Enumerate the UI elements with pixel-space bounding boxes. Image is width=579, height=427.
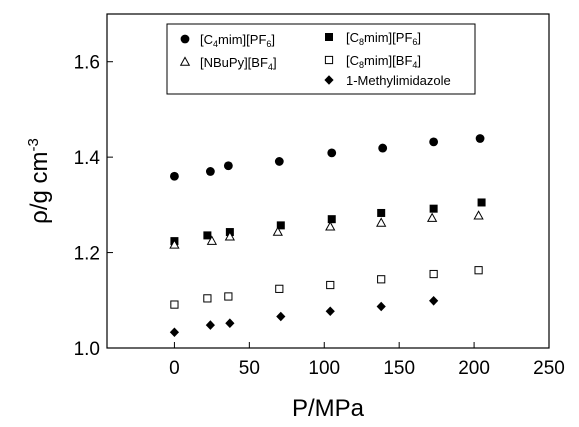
x-tick-label: 50 [239, 358, 260, 379]
data-point [205, 167, 215, 176]
data-point [429, 137, 439, 147]
data-point [326, 280, 335, 290]
legend-label: [C8mim][PF6] [346, 30, 421, 47]
legend-label-text: mim][BF [364, 53, 412, 68]
data-point [477, 198, 486, 207]
data-point [224, 292, 233, 301]
y-tick-label: 1.6 [74, 53, 100, 74]
data-point [474, 266, 483, 275]
legend-marker [179, 56, 191, 66]
data-point [274, 157, 284, 166]
x-tick-label: 0 [169, 358, 180, 379]
legend-marker [324, 55, 334, 65]
legend-label-text: ] [417, 53, 421, 68]
data-point [475, 134, 485, 143]
data-point [473, 210, 484, 220]
legend-label: 1-Methylimidazole [346, 73, 451, 88]
x-tick-label: 250 [533, 358, 565, 379]
legend-label: [C4mim][PF6] [200, 32, 275, 49]
legend-label-text: 1-Methylimidazole [346, 73, 451, 88]
legend: [C4mim][PF6] [C8mim][PF6][NBuPy][BF4] [C8m… [179, 30, 451, 88]
y-tick-label: 1.4 [74, 148, 101, 169]
legend-label-text: mim][PF [218, 32, 266, 47]
legend-box [166, 23, 476, 95]
data-point [206, 235, 218, 245]
x-axis-title: P/MPa [292, 395, 365, 422]
data-point [426, 212, 438, 222]
data-point [376, 217, 387, 227]
data-points [169, 134, 486, 338]
legend-label-text: [C [200, 32, 213, 47]
data-point [170, 171, 179, 181]
plot-frame [106, 13, 550, 349]
data-point [275, 284, 284, 293]
y-tick-label: 1.2 [74, 244, 100, 265]
data-point [325, 221, 336, 231]
data-point [170, 300, 179, 309]
legend-label-text: [C [346, 53, 359, 68]
data-point [223, 161, 233, 171]
legend-label: [C8mim][BF4] [346, 53, 421, 70]
legend-label-text: [NBuPy][BF [200, 55, 268, 70]
y-tick-label: 1.0 [74, 339, 100, 360]
data-point [205, 320, 215, 330]
legend-label-text: ] [417, 30, 421, 45]
data-point [327, 148, 337, 158]
data-point [429, 295, 439, 306]
data-point [169, 327, 180, 338]
x-tick-label: 100 [308, 358, 340, 379]
data-point [169, 239, 180, 249]
data-point [377, 208, 386, 217]
legend-label-text: [C [346, 30, 359, 45]
data-point [327, 215, 336, 224]
legend-marker [325, 33, 333, 41]
legend-label-subscript: 6 [266, 39, 271, 49]
data-point [325, 306, 335, 317]
data-point [224, 231, 236, 241]
data-point [429, 269, 438, 279]
legend-label-text: mim][PF [364, 30, 412, 45]
legend-label-subscript: 4 [412, 60, 417, 70]
data-point [276, 221, 285, 230]
legend-label-subscript: 4 [213, 39, 218, 49]
legend-label-subscript: 4 [268, 62, 273, 72]
legend-label: [NBuPy][BF4] [200, 55, 277, 72]
data-point [203, 231, 212, 240]
y-axis-title-main: ρ/g cm [26, 152, 53, 224]
legend-label-subscript: 8 [359, 60, 364, 70]
data-point [272, 226, 283, 236]
legend-label-subscript: 8 [359, 37, 364, 47]
legend-marker [180, 34, 190, 44]
x-tick-label: 200 [458, 358, 490, 379]
x-axis: 0 50 100 150 200 250 [169, 342, 565, 379]
y-axis-title: ρ/g cm-3 [25, 138, 53, 224]
y-axis: 1.0 1.2 1.4 1.6 [74, 53, 113, 360]
legend-label-text: ] [271, 32, 275, 47]
x-tick-label: 150 [383, 358, 415, 379]
data-point [429, 204, 438, 213]
data-point [203, 294, 212, 303]
legend-marker [324, 75, 334, 85]
y-axis-title-exponent: -3 [25, 138, 42, 151]
data-point [377, 275, 386, 284]
data-point [276, 311, 286, 322]
data-point [376, 301, 386, 312]
data-point [378, 143, 388, 153]
legend-label-text: ] [273, 55, 277, 70]
legend-label-subscript: 6 [412, 37, 417, 47]
data-point [225, 318, 235, 328]
